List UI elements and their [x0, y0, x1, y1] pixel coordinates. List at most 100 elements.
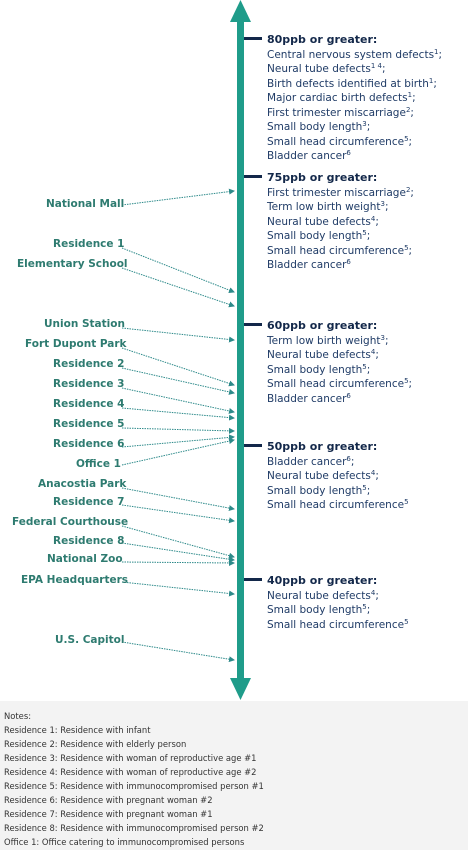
health-effect-text: Small head circumference [267, 499, 405, 511]
health-effect-separator: ; [375, 470, 379, 482]
location-label-national-zoo: National Zoo [47, 553, 123, 565]
health-effect-reference: 1 4 [370, 62, 382, 70]
health-effect-text: Small body length [267, 230, 363, 242]
level-heading: 50ppb or greater: [267, 440, 378, 453]
health-effect: Small body length5; [267, 603, 409, 618]
note-item: Residence 3: Residence with woman of rep… [4, 753, 257, 763]
location-pointer [121, 504, 235, 524]
health-effect-text: Small body length [267, 363, 363, 376]
location-label-epa-headquarters: EPA Headquarters [21, 574, 129, 586]
health-effect: Bladder cancer6 [267, 392, 412, 407]
health-effect: Small body length5; [267, 363, 412, 378]
health-effect-separator: ; [375, 589, 379, 602]
health-effect-text: Bladder cancer [267, 150, 347, 162]
health-effect-reference: 1 [434, 47, 439, 56]
health-effect-text: Small head circumference [267, 135, 405, 148]
note-item: Residence 5: Residence with immunocompro… [4, 781, 264, 791]
location-label-us-capitol: U.S. Capitol [55, 634, 125, 646]
health-effect-separator: ; [366, 363, 371, 376]
health-effect-reference: 5 [404, 498, 409, 506]
location-pointer [121, 427, 235, 434]
health-effect-separator: ; [382, 63, 386, 75]
location-pointer [121, 438, 235, 466]
level-heading: 80ppb or greater: [267, 33, 378, 46]
location-pointer [121, 327, 235, 343]
location-pointer [121, 267, 235, 308]
location-pointer [121, 542, 235, 563]
health-effect-text: Small head circumference [267, 244, 405, 257]
health-effect-separator: ; [410, 186, 414, 199]
health-effect-text: Bladder cancer [267, 455, 347, 468]
threshold-level: 40ppb or greater: Neural tube defects4; Sm… [267, 574, 409, 632]
health-effect-text: Neural tube defects [267, 63, 371, 75]
level-ticks [244, 37, 262, 581]
note-item: Residence 8: Residence with immunocompro… [4, 823, 264, 833]
note-item: Residence 7: Residence with pregnant wom… [4, 809, 213, 819]
health-effect: Neural tube defects4; [267, 469, 409, 484]
health-effect-text: Central nervous system defects [267, 48, 435, 61]
level-tick [244, 444, 262, 447]
location-pointer [121, 387, 235, 414]
health-effect: Birth defects identified at birth1; [267, 77, 442, 92]
health-effect-text: Small body length [267, 604, 363, 616]
location-pointer [121, 188, 235, 206]
health-effect-separator: ; [375, 349, 379, 361]
health-effect-text: Small body length [267, 121, 363, 133]
location-label-anacostia-park: Anacostia Park [38, 478, 127, 490]
level-tick [244, 175, 262, 178]
location-label-union-station: Union Station [44, 318, 125, 330]
health-effect: Bladder cancer6 [267, 149, 442, 164]
location-pointers [121, 188, 235, 663]
health-effect-reference: 5 [404, 617, 409, 626]
location-pointer [121, 559, 235, 566]
health-effect-separator: ; [410, 106, 414, 119]
health-effect-reference: 2 [405, 185, 411, 194]
health-effect-separator: ; [375, 215, 379, 228]
health-effect-reference: 2 [405, 105, 411, 114]
health-effect: First trimester miscarriage2; [267, 186, 414, 201]
health-effect-reference: 5 [404, 243, 409, 252]
location-label-residence-6: Residence 6 [53, 438, 125, 450]
location-label-residence-8: Residence 8 [53, 535, 125, 547]
health-effect-text: Bladder cancer [267, 392, 347, 405]
health-effect-separator: ; [438, 48, 443, 61]
location-label-residence-3: Residence 3 [53, 378, 125, 390]
health-effect: Small head circumference5; [267, 244, 414, 259]
health-effect-text: Neural tube defects [267, 349, 371, 361]
axis-bar [237, 12, 244, 688]
threshold-level: 80ppb or greater: Central nervous system … [267, 33, 442, 164]
health-effect: Small head circumference5 [267, 618, 409, 633]
health-effect: Term low birth weight3; [267, 334, 412, 349]
health-effect-text: First trimester miscarriage [267, 106, 406, 119]
health-effect-separator: ; [366, 604, 371, 616]
location-label-residence-7: Residence 7 [53, 496, 125, 508]
location-label-office-1: Office 1 [76, 458, 121, 470]
location-pointer [121, 347, 235, 387]
notes-title: Notes: [4, 711, 32, 721]
note-item: Residence 4: Residence with woman of rep… [4, 767, 257, 777]
location-label-fort-dupont-park: Fort Dupont Park [25, 338, 127, 350]
health-effect-reference: 4 [370, 348, 376, 356]
note-item: Residence 2: Residence with elderly pers… [4, 739, 187, 749]
health-effect-reference: 3 [362, 120, 367, 128]
health-effect-separator: ; [366, 230, 371, 242]
health-effect-text: Major cardiac birth defects [267, 92, 408, 104]
health-effect-reference: 6 [346, 391, 351, 400]
concentration-axis [230, 0, 251, 700]
health-effect: Small body length3; [267, 120, 442, 135]
health-effect: Term low birth weight3; [267, 200, 414, 215]
health-effect-reference: 5 [362, 483, 367, 492]
health-effect: Central nervous system defects1; [267, 48, 442, 63]
location-pointer [121, 367, 235, 395]
level-heading: 40ppb or greater: [267, 574, 378, 587]
location-pointer [121, 641, 235, 663]
health-effect: Neural tube defects4; [267, 215, 414, 230]
health-effect: Small body length5; [267, 484, 409, 499]
health-effect-separator: ; [408, 135, 413, 148]
location-label-residence-5: Residence 5 [53, 418, 125, 430]
health-effect: Bladder cancer6 [267, 258, 414, 273]
health-effect-reference: 5 [362, 229, 367, 237]
health-effect-text: Birth defects identified at birth [267, 77, 429, 90]
health-effect-text: Neural tube defects [267, 215, 371, 228]
level-tick [244, 37, 262, 40]
